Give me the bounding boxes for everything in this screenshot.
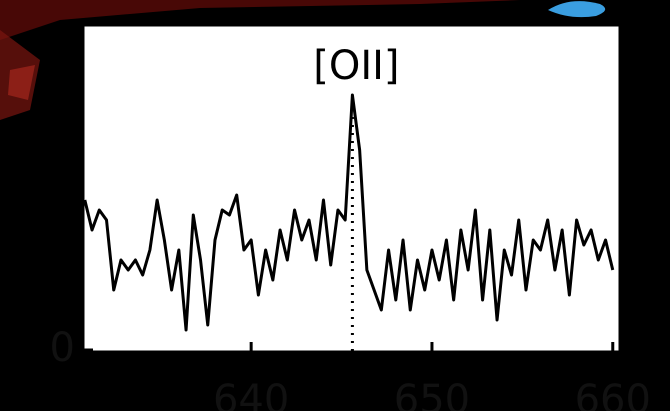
background-texture — [8, 65, 35, 100]
y-tick-label: 0 — [50, 325, 75, 371]
annotation-label: [OII] — [313, 43, 399, 89]
plot-area — [81, 23, 622, 354]
background-texture — [0, 0, 520, 40]
background-texture — [548, 1, 606, 18]
x-tick-label: 660 — [575, 377, 651, 411]
x-tick-label: 650 — [394, 377, 470, 411]
x-tick-label: 640 — [213, 377, 289, 411]
data-line — [83, 93, 615, 332]
